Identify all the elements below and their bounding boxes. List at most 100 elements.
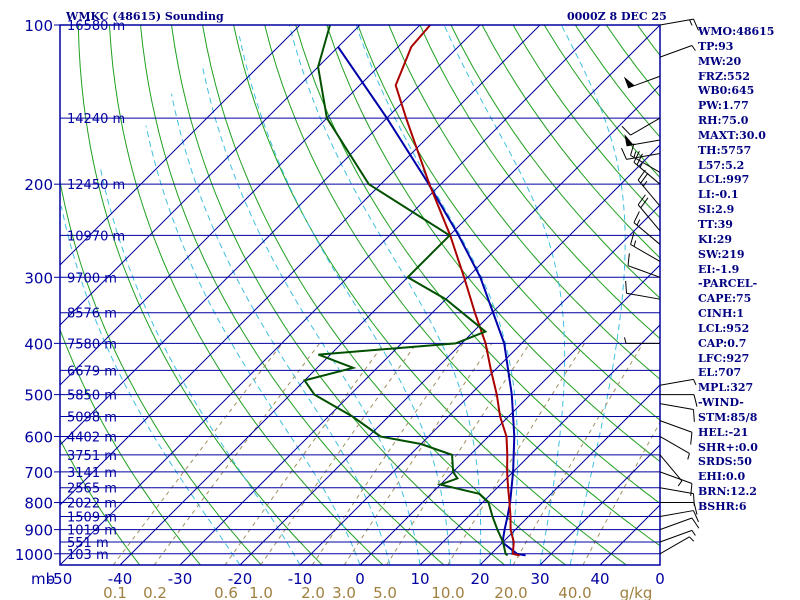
isotherm-line xyxy=(239,144,660,565)
mixing-ratio-line xyxy=(447,343,585,565)
wind-barb-full xyxy=(690,483,693,496)
sounding-indices-list: WMO:48615 TP:93 MW:20 FRZ:552 WB0:645 PW:1.77… xyxy=(698,24,774,514)
isotherm-line xyxy=(60,25,601,565)
isotherm-line xyxy=(60,25,301,266)
wind-barb-half xyxy=(693,379,697,386)
height-label: 8576 m xyxy=(67,307,117,322)
sounding-index: SW:219 xyxy=(698,247,745,261)
wind-barb-full xyxy=(637,194,646,206)
dewpoint-trace xyxy=(302,25,509,557)
wind-barb-shaft xyxy=(659,18,694,26)
moist-adiabat xyxy=(99,166,301,565)
mixing-ratio-label: 5.0 xyxy=(373,584,397,600)
height-label: 3141 m xyxy=(67,466,117,481)
height-label: 551 m xyxy=(67,536,109,551)
dry-adiabat xyxy=(481,25,660,259)
wind-barb-shaft xyxy=(659,510,694,517)
temperature-trace xyxy=(394,25,520,557)
pressure-tick-label: 800 xyxy=(24,495,53,513)
temperature-tick-label: -50 xyxy=(48,570,73,588)
sounding-index: MAXT:30.0 xyxy=(698,128,766,142)
wind-barb-shaft xyxy=(659,517,693,531)
pressure-tick-label: 200 xyxy=(24,176,53,194)
wind-barb-shaft xyxy=(630,244,661,262)
dry-adiabat xyxy=(419,25,660,340)
temperature-tick-label: -30 xyxy=(168,570,193,588)
sounding-index: TP:93 xyxy=(698,39,734,53)
sounding-index: EL:707 xyxy=(698,366,742,380)
temperature-tick-label: 40 xyxy=(590,570,609,588)
wind-barb-shaft xyxy=(659,471,693,484)
sounding-index: -WIND- xyxy=(698,396,744,410)
temperature-tick-label: -10 xyxy=(288,570,313,588)
wind-barb-half xyxy=(689,19,693,26)
height-label: 3751 m xyxy=(67,449,117,464)
temperature-tick-label: 20 xyxy=(470,570,489,588)
sounding-index: MW:20 xyxy=(698,54,742,68)
wind-barb-full xyxy=(640,197,649,209)
moist-adiabat xyxy=(355,25,519,565)
isotherm-line xyxy=(299,204,660,565)
temperature-tick-label: -20 xyxy=(228,570,253,588)
mixing-ratio-line xyxy=(153,343,320,565)
moist-adiabat xyxy=(145,125,361,565)
dry-adiabat xyxy=(60,328,201,565)
temperature-tick-label: -40 xyxy=(108,570,133,588)
wind-barb-shaft xyxy=(637,204,661,232)
pressure-tick-label: 300 xyxy=(24,269,53,287)
wind-barb-half xyxy=(691,530,696,536)
isotherm-line xyxy=(359,264,660,565)
sounding-index: LFC:927 xyxy=(698,351,750,365)
plot-frame xyxy=(59,24,661,566)
wind-barb-full xyxy=(633,211,640,223)
sounding-index: WMO:48615 xyxy=(698,25,775,38)
pressure-tick-label: 900 xyxy=(24,522,53,540)
height-label: 1019 m xyxy=(67,524,117,539)
mixing-ratio-line xyxy=(343,343,493,565)
isotherm-line xyxy=(479,384,660,565)
dry-adiabat xyxy=(60,178,262,565)
height-label: 5850 m xyxy=(67,389,117,404)
temperature-tick-label: 0 xyxy=(655,570,665,588)
wind-barb-full xyxy=(630,232,635,245)
sounding-index: CINH:1 xyxy=(698,307,745,321)
wind-barb-full xyxy=(640,172,649,184)
isotherm-line xyxy=(539,444,660,565)
wind-barb-shaft xyxy=(659,44,693,58)
wind-barb-full xyxy=(630,143,635,156)
wind-barb-shaft xyxy=(637,179,661,207)
pressure-tick-label: 1000 xyxy=(15,546,53,564)
moist-adiabat xyxy=(443,25,566,565)
dry-adiabat xyxy=(202,25,566,565)
isotherm-line xyxy=(60,25,421,386)
sounding-index: HEL:-21 xyxy=(698,425,749,439)
height-label: 4402 m xyxy=(67,430,117,445)
wind-barb-full xyxy=(690,432,693,445)
wind-barb-shaft xyxy=(659,436,690,454)
height-label: 1509 m xyxy=(67,510,117,525)
isotherm-line xyxy=(179,84,660,565)
mixing-ratio-line xyxy=(112,343,283,565)
pressure-tick-label: 700 xyxy=(24,464,53,482)
sounding-index: TH:5757 xyxy=(698,143,752,157)
dry-adiabat xyxy=(264,25,660,547)
wind-barb-half xyxy=(677,480,683,487)
wind-barb-shaft xyxy=(659,487,694,495)
wind-barb-shaft xyxy=(626,153,661,160)
wind-barb-full xyxy=(692,409,695,422)
wind-barb-full xyxy=(693,394,698,407)
mixing-ratio-label: 40.0 xyxy=(558,584,591,600)
parcel-trace xyxy=(337,46,526,557)
dry-adiabat xyxy=(60,438,141,565)
wind-barb-shaft xyxy=(659,536,690,555)
moist-adiabat xyxy=(171,93,391,565)
wind-barb-full xyxy=(621,125,631,136)
temperature-tick-label: 10 xyxy=(410,570,429,588)
mixing-ratio-label: 20.0 xyxy=(494,584,527,600)
pressure-tick-label: 500 xyxy=(24,387,53,405)
moist-adiabat xyxy=(202,66,421,565)
wind-barb-half xyxy=(633,151,637,158)
mixing-ratio-line xyxy=(224,343,385,565)
